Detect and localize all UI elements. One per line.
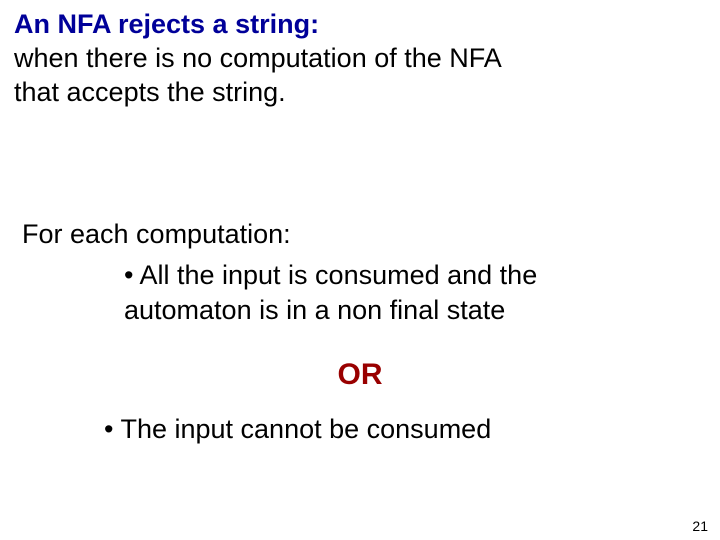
- bullet-1: • All the input is consumed and the auto…: [124, 258, 706, 328]
- page-number: 21: [692, 518, 708, 534]
- slide-container: An NFA rejects a string: when there is n…: [0, 0, 720, 540]
- subheading: For each computation:: [22, 219, 706, 250]
- intro-text-line-2: that accepts the string.: [14, 76, 706, 110]
- intro-text-line-1: when there is no computation of the NFA: [14, 42, 706, 76]
- bullet-2: • The input cannot be consumed: [104, 414, 706, 445]
- bullet-1-line-1: • All the input is consumed and the: [124, 258, 706, 293]
- or-separator: OR: [14, 358, 706, 392]
- slide-heading: An NFA rejects a string:: [14, 8, 706, 42]
- bullet-1-line-2: automaton is in a non final state: [124, 293, 706, 328]
